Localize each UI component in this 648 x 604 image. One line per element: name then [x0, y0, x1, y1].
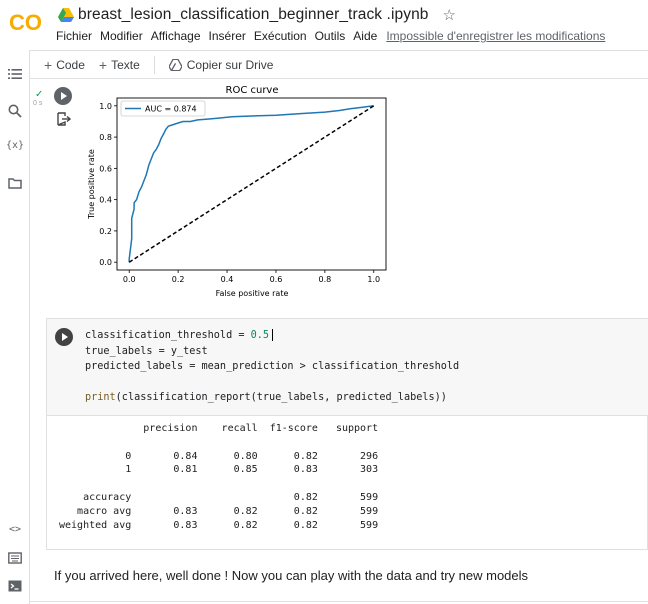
toolbar-divider	[153, 55, 155, 74]
output-menu-icon[interactable]	[57, 112, 71, 126]
chance-diagonal-line	[128, 105, 375, 263]
y-tick-label: 0.0	[99, 258, 112, 267]
x-tick-label: 0.8	[318, 275, 331, 284]
colab-logo[interactable]: CO	[8, 6, 48, 36]
search-icon[interactable]	[8, 104, 22, 118]
x-axis-label: False positive rate	[216, 289, 289, 298]
app-header: CO breast_lesion_classification_beginner…	[0, 0, 648, 50]
command-palette-icon[interactable]	[8, 551, 22, 565]
execution-time: 0 s	[33, 100, 43, 107]
toc-icon[interactable]	[8, 67, 22, 81]
unsaved-changes-link[interactable]: Impossible d'enregistrer les modificatio…	[386, 29, 606, 43]
code-line: classification_threshold = 0.5	[79, 328, 648, 344]
add-code-label: Code	[56, 57, 85, 72]
plus-icon: +	[98, 56, 108, 73]
menu-help[interactable]: Aide	[353, 29, 378, 43]
plus-icon: +	[44, 56, 53, 73]
svg-text:CO: CO	[9, 10, 42, 35]
output-line: 0 0.84 0.80 0.82 296	[59, 450, 379, 462]
output-line	[47, 477, 647, 491]
y-tick-label: 0.8	[99, 133, 112, 142]
chart-title: ROC curve	[226, 85, 279, 96]
code-snippets-icon[interactable]: <>	[8, 524, 22, 535]
title-row: breast_lesion_classification_beginner_tr…	[58, 4, 456, 26]
text-cursor	[272, 329, 274, 341]
legend-label: AUC = 0.874	[145, 105, 197, 114]
menu-file[interactable]: Fichier	[56, 29, 93, 43]
drive-icon	[58, 8, 74, 22]
menu-bar: Fichier Modifier Affichage Insérer Exécu…	[56, 29, 613, 43]
cell-gutter	[47, 319, 79, 415]
menu-view[interactable]: Affichage	[150, 29, 201, 43]
output-line: 1 0.81 0.85 0.83 303	[59, 464, 379, 476]
run-cell-button[interactable]	[54, 87, 72, 105]
y-tick-label: 1.0	[99, 102, 112, 111]
execution-success-icon: ✓	[35, 89, 44, 100]
x-tick-label: 0.0	[123, 275, 136, 284]
x-tick-label: 1.0	[367, 275, 380, 284]
left-sidebar: {x} <>	[0, 50, 30, 604]
drive-icon	[168, 58, 182, 71]
y-tick-label: 0.6	[99, 164, 112, 173]
text-cell[interactable]: If you arrived here, well done ! Now you…	[54, 568, 529, 583]
variables-icon[interactable]: {x}	[6, 140, 25, 151]
cell-output: precision recall f1-score support 0 0.84…	[47, 415, 647, 549]
chart-legend: AUC = 0.874	[120, 100, 206, 117]
plot-frame	[116, 97, 387, 271]
menu-runtime[interactable]: Exécution	[253, 29, 307, 43]
menu-edit[interactable]: Modifier	[100, 29, 143, 43]
x-tick-label: 0.4	[221, 275, 234, 284]
menu-insert[interactable]: Insérer	[208, 29, 246, 43]
code-line	[79, 375, 648, 391]
x-tick-label: 0.2	[172, 275, 185, 284]
output-line: weighted avg 0.83 0.82 0.82 599	[59, 519, 379, 531]
code-editor[interactable]: classification_threshold = 0.5 true_labe…	[79, 319, 648, 415]
y-tick-label: 0.2	[99, 227, 112, 236]
files-icon[interactable]	[8, 176, 22, 190]
roc-series-line	[128, 105, 374, 263]
y-axis-label: True positive rate	[87, 149, 96, 220]
menu-tools[interactable]: Outils	[314, 29, 346, 43]
terminal-icon[interactable]	[8, 579, 22, 593]
add-text-button[interactable]: + Texte	[99, 57, 140, 73]
add-text-label: Texte	[111, 57, 140, 72]
output-line: accuracy 0.82 599	[59, 491, 379, 503]
output-line	[47, 436, 647, 450]
star-icon[interactable]: ☆	[442, 7, 456, 24]
notebook-toolbar: + Code + Texte Copier sur Drive	[30, 50, 648, 79]
code-line: true_labels = y_test	[85, 345, 208, 357]
copy-to-drive-label: Copier sur Drive	[186, 57, 274, 72]
code-line: predicted_labels = mean_prediction > cla…	[85, 361, 460, 372]
roc-curve-chart: ROC curve False positive rate True posit…	[83, 80, 393, 302]
divider	[30, 601, 648, 602]
code-line: print(classification_report(true_labels,…	[85, 392, 447, 403]
output-line: macro avg 0.83 0.82 0.82 599	[59, 505, 379, 517]
output-line: precision recall f1-score support	[59, 423, 379, 434]
notebook-title[interactable]: breast_lesion_classification_beginner_tr…	[78, 6, 429, 23]
roc-chart-svg: ROC curve False positive rate True posit…	[87, 85, 387, 298]
x-tick-label: 0.6	[270, 275, 283, 284]
y-tick-label: 0.4	[99, 196, 112, 205]
add-code-button[interactable]: + Code	[44, 57, 85, 73]
run-cell-button[interactable]	[55, 328, 73, 346]
copy-to-drive-button[interactable]: Copier sur Drive	[168, 57, 274, 72]
code-cell[interactable]: classification_threshold = 0.5 true_labe…	[46, 318, 648, 550]
